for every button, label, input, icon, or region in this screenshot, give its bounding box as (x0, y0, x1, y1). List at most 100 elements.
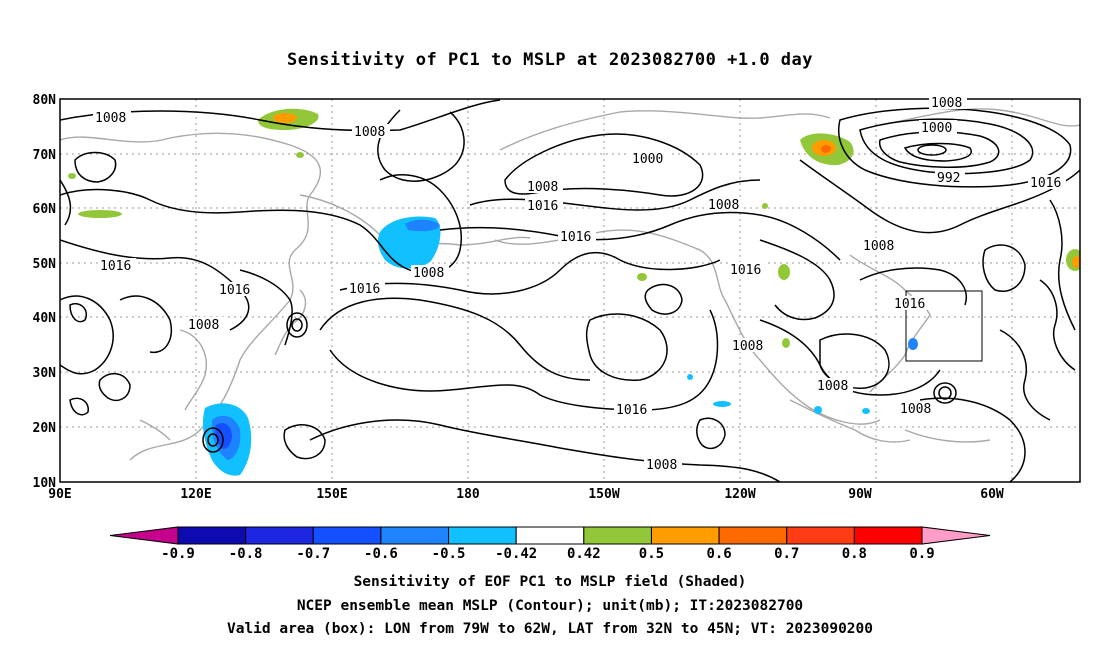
shade-positive-east-edge-core (1072, 256, 1080, 268)
colorbar-swatch (583, 526, 652, 545)
shade-positive-west (78, 210, 122, 218)
contour-label: 1016 (525, 198, 563, 214)
colorbar-label: 0.42 (567, 546, 601, 562)
lat-label: 40N (33, 311, 57, 326)
colorbar-swatch (515, 526, 585, 545)
colorbar-label: 0.8 (842, 546, 867, 562)
map-title: Sensitivity of PC1 to MSLP at 2023082700… (286, 50, 813, 70)
colorbar-swatch (245, 526, 314, 545)
contour-label: 1008 (186, 317, 224, 333)
map-border (59, 98, 1081, 483)
contour-label: 1008 (411, 265, 449, 281)
colorbar-label: 0.6 (706, 546, 731, 562)
shade-negative-small-1 (713, 401, 731, 407)
colorbar-right-arrow (921, 526, 991, 545)
lon-label: 150E (316, 487, 347, 502)
sensitivity-shading (68, 108, 1080, 476)
colorbar-label: -0.9 (161, 546, 195, 562)
shade-negative-small-2 (814, 406, 822, 414)
contour-label: 992 (935, 170, 965, 186)
svg-text:1016: 1016 (349, 282, 380, 297)
shade-negative-small-3 (862, 408, 870, 414)
contour-label: 1016 (98, 258, 136, 274)
colorbar-swatch (853, 526, 923, 545)
contour-label: 1008 (644, 457, 682, 473)
valid-area-box (905, 290, 983, 362)
shade-negative-box (908, 338, 918, 350)
colorbar-swatch (177, 526, 247, 545)
contour-label: 1008 (706, 197, 744, 213)
lon-label: 120W (724, 487, 755, 502)
contour-label: 1016 (614, 402, 652, 418)
lat-label: 60N (33, 202, 57, 217)
lat-label: 10N (33, 476, 57, 491)
latitude-labels: 80N 70N 60N 50N 40N 30N 20N 10N (33, 93, 57, 491)
contour-label: 1008 (352, 124, 390, 140)
contour-label: 1000 (630, 151, 668, 167)
shade-negative-small-4 (687, 374, 693, 380)
contour-label: 1008 (815, 378, 853, 394)
svg-text:1000: 1000 (632, 152, 663, 167)
contour-label: 1016 (347, 281, 385, 297)
shade-positive-mid-1 (778, 264, 790, 280)
contour-label: 1016 (558, 229, 596, 245)
mslp-contours (60, 99, 1080, 482)
contour-label: 1008 (93, 110, 131, 126)
contour-label: 1008 (929, 95, 967, 111)
contour-label: 1016 (217, 282, 255, 298)
shade-positive-mid-2 (637, 273, 647, 281)
contour-label: 1016 (892, 296, 930, 312)
footer-line-2: NCEP ensemble mean MSLP (Contour); unit(… (296, 598, 804, 614)
colorbar-label: 0.9 (909, 546, 934, 562)
svg-text:1016: 1016 (560, 230, 591, 245)
colorbar-label: -0.7 (296, 546, 330, 562)
svg-text:1008: 1008 (863, 239, 894, 254)
svg-text:1016: 1016 (1030, 176, 1061, 191)
svg-text:1016: 1016 (894, 297, 925, 312)
colorbar-swatch (650, 526, 720, 545)
lon-label: 60W (980, 487, 1004, 502)
gridlines (60, 99, 1080, 482)
svg-text:1008: 1008 (354, 125, 385, 140)
svg-text:1000: 1000 (921, 121, 952, 136)
shade-positive-mid-3 (782, 338, 790, 348)
svg-text:1016: 1016 (100, 259, 131, 274)
colorbar-swatch (786, 526, 855, 545)
colorbar-label: 0.7 (774, 546, 799, 562)
colorbar-label: -0.5 (432, 546, 466, 562)
colorbar: -0.9 -0.8 -0.7 -0.6 -0.5 -0.42 0.42 0.5 0.6 0.7 0.… (109, 526, 991, 562)
svg-text:1008: 1008 (188, 318, 219, 333)
lat-label: 80N (33, 93, 57, 108)
lon-label: 120E (180, 487, 211, 502)
colorbar-label: -0.6 (364, 546, 398, 562)
svg-text:1008: 1008 (95, 111, 126, 126)
svg-text:1016: 1016 (616, 403, 647, 418)
colorbar-label: 0.5 (639, 546, 664, 562)
svg-text:1008: 1008 (527, 180, 558, 195)
colorbar-swatch (448, 526, 517, 545)
shade-negative-aleutian-core (405, 219, 440, 232)
shade-positive-ural-core2 (821, 145, 831, 153)
svg-text:1008: 1008 (900, 402, 931, 417)
svg-text:1016: 1016 (730, 263, 761, 278)
shade-positive-mid-4 (762, 203, 768, 209)
footer-line-1: Sensitivity of EOF PC1 to MSLP field (Sh… (353, 574, 747, 590)
colorbar-label: -0.42 (495, 546, 537, 562)
contour-label: 1008 (525, 179, 563, 195)
longitude-labels: 90E 120E 150E 180 150W 120W 90W 60W (48, 487, 1004, 502)
svg-text:1008: 1008 (817, 379, 848, 394)
lon-label: 90E (48, 487, 71, 502)
svg-text:1008: 1008 (931, 96, 962, 111)
contour-label: 1008 (898, 401, 936, 417)
contour-label: 1016 (728, 262, 766, 278)
svg-text:1008: 1008 (646, 458, 677, 473)
lon-label: 150W (588, 487, 619, 502)
contour-label: 1016 (1028, 175, 1066, 191)
colorbar-left-arrow (109, 526, 179, 545)
svg-text:1008: 1008 (732, 339, 763, 354)
svg-text:1016: 1016 (527, 199, 558, 214)
svg-text:1008: 1008 (413, 266, 444, 281)
lat-label: 50N (33, 257, 57, 272)
svg-text:1008: 1008 (708, 198, 739, 213)
contour-label: 1008 (730, 338, 768, 354)
